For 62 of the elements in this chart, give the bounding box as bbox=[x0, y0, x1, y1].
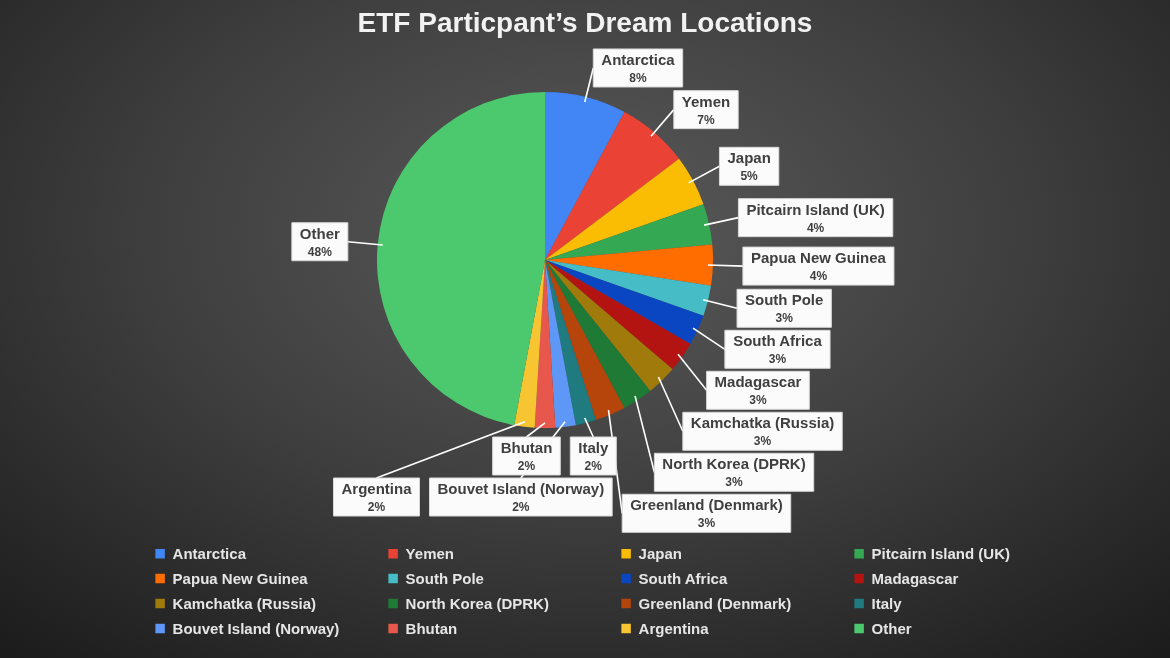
slice-label: Yemen bbox=[681, 92, 731, 110]
pie-slice bbox=[545, 244, 713, 286]
data-label: 48% bbox=[307, 244, 333, 259]
data-label: 3% bbox=[697, 516, 716, 531]
legend-label: Bouvet Island (Norway) bbox=[172, 619, 340, 637]
data-label: 7% bbox=[697, 112, 716, 127]
pie-slice bbox=[545, 260, 691, 370]
slice-label: Antarctica bbox=[601, 50, 676, 68]
legend-label: Antarctica bbox=[172, 544, 247, 562]
pie-slice bbox=[514, 260, 545, 428]
data-label: 4% bbox=[806, 220, 825, 235]
slice-label: Papua New Guinea bbox=[750, 249, 887, 267]
data-label: 3% bbox=[753, 434, 772, 449]
data-label: 5% bbox=[740, 169, 759, 184]
data-label: 3% bbox=[725, 475, 744, 490]
data-label: 2% bbox=[367, 500, 386, 514]
legend-label: Madagascar bbox=[871, 569, 959, 587]
slice-label: South Pole bbox=[745, 291, 824, 309]
slice-label: Argentina bbox=[341, 480, 413, 497]
legend-label: Argentina bbox=[638, 619, 710, 637]
slice-label: Madagascar bbox=[714, 373, 802, 391]
pie-slice bbox=[545, 260, 673, 391]
data-label: 2% bbox=[512, 500, 530, 514]
legend-label: Yemen bbox=[405, 544, 454, 562]
chart-title: ETF Particpant’s Dream Locations bbox=[357, 7, 813, 38]
data-label: 3% bbox=[768, 352, 787, 367]
legend-label: South Pole bbox=[405, 569, 484, 587]
legend-label: South Africa bbox=[638, 569, 728, 587]
slice-label: Bouvet Island (Norway) bbox=[437, 480, 605, 497]
pie-slice bbox=[545, 260, 576, 428]
pie-slice bbox=[545, 260, 625, 421]
legend-label: Bhutan bbox=[405, 619, 458, 637]
pie-slice bbox=[377, 92, 545, 426]
slice-label: Italy bbox=[578, 439, 609, 456]
legend-label: Papua New Guinea bbox=[172, 569, 309, 587]
pie-slice bbox=[545, 204, 713, 260]
legend-label: Italy bbox=[871, 594, 903, 612]
slice-label: Other bbox=[299, 224, 340, 242]
slice-label: Kamchatka (Russia) bbox=[690, 414, 835, 432]
data-label: 8% bbox=[629, 70, 647, 85]
pie-slice bbox=[545, 260, 651, 409]
legend-label: Pitcairn Island (UK) bbox=[871, 544, 1010, 562]
slice-label: Greenland (Denmark) bbox=[630, 496, 783, 514]
legend-label: Greenland (Denmark) bbox=[638, 594, 792, 612]
pie-slice bbox=[545, 260, 596, 426]
data-label: 3% bbox=[749, 393, 767, 408]
legend-label: North Korea (DPRK) bbox=[405, 594, 549, 612]
data-label: 2% bbox=[584, 459, 603, 473]
pie-slice bbox=[545, 260, 712, 316]
slice-label: North Korea (DPRK) bbox=[662, 455, 806, 473]
legend-label: Japan bbox=[638, 544, 682, 562]
data-label: 3% bbox=[775, 311, 794, 326]
slice-label: South Africa bbox=[733, 332, 823, 350]
pie-slice bbox=[545, 260, 704, 344]
legend-label: Kamchatka (Russia) bbox=[172, 594, 317, 612]
legend-label: Other bbox=[871, 619, 912, 637]
slice-label: Pitcairn Island (UK) bbox=[746, 200, 885, 218]
pie-slice bbox=[545, 158, 704, 260]
pie-slice bbox=[545, 111, 680, 260]
pie-slice bbox=[545, 92, 625, 260]
data-label: 4% bbox=[809, 269, 828, 284]
slice-label: Japan bbox=[727, 149, 771, 167]
